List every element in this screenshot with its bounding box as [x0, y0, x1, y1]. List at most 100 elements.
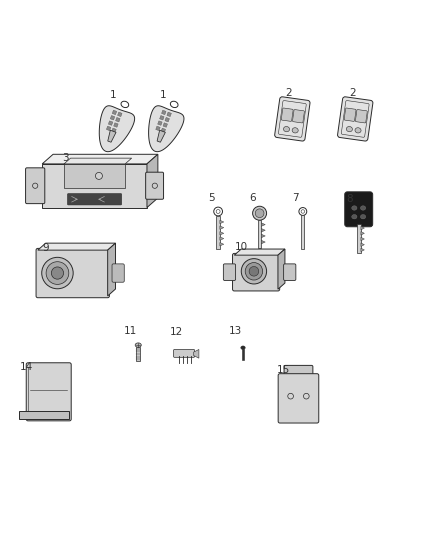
Text: 2: 2	[349, 88, 356, 98]
Polygon shape	[148, 106, 184, 152]
Text: 1: 1	[110, 91, 117, 100]
FancyBboxPatch shape	[284, 366, 313, 379]
FancyBboxPatch shape	[284, 264, 296, 280]
Polygon shape	[258, 220, 261, 248]
Polygon shape	[108, 121, 113, 125]
Ellipse shape	[135, 343, 141, 348]
Polygon shape	[220, 243, 224, 246]
Polygon shape	[112, 110, 117, 115]
Ellipse shape	[245, 263, 263, 280]
Ellipse shape	[51, 267, 64, 279]
Polygon shape	[147, 154, 158, 207]
Polygon shape	[361, 243, 364, 246]
FancyBboxPatch shape	[345, 192, 373, 227]
FancyBboxPatch shape	[233, 253, 280, 291]
Text: 12: 12	[170, 327, 183, 337]
FancyBboxPatch shape	[275, 97, 310, 141]
Polygon shape	[64, 164, 125, 188]
Ellipse shape	[249, 266, 259, 276]
Ellipse shape	[352, 206, 357, 210]
Polygon shape	[261, 234, 265, 238]
Text: 10: 10	[235, 242, 248, 252]
Text: 2: 2	[286, 88, 292, 98]
Polygon shape	[38, 243, 116, 250]
FancyBboxPatch shape	[278, 374, 319, 423]
Polygon shape	[158, 121, 162, 125]
Polygon shape	[137, 348, 140, 361]
Ellipse shape	[360, 215, 366, 219]
Text: 1: 1	[160, 91, 166, 100]
Ellipse shape	[346, 126, 353, 132]
Polygon shape	[42, 154, 158, 164]
Text: 14: 14	[19, 362, 33, 372]
FancyBboxPatch shape	[223, 264, 236, 280]
Ellipse shape	[355, 128, 361, 133]
FancyBboxPatch shape	[25, 168, 45, 204]
FancyBboxPatch shape	[355, 110, 367, 123]
Polygon shape	[167, 112, 171, 117]
FancyBboxPatch shape	[26, 363, 71, 421]
Polygon shape	[162, 110, 166, 115]
Text: 13: 13	[229, 326, 242, 336]
Polygon shape	[163, 123, 167, 127]
Ellipse shape	[283, 126, 290, 132]
Polygon shape	[106, 126, 111, 131]
Polygon shape	[361, 248, 364, 252]
FancyBboxPatch shape	[67, 193, 122, 205]
Text: 9: 9	[42, 243, 49, 253]
Polygon shape	[242, 350, 244, 360]
Polygon shape	[117, 112, 122, 117]
FancyBboxPatch shape	[173, 350, 194, 357]
Polygon shape	[156, 126, 160, 131]
Polygon shape	[278, 249, 285, 289]
Polygon shape	[110, 116, 115, 120]
FancyBboxPatch shape	[281, 108, 293, 122]
Polygon shape	[220, 220, 224, 224]
Polygon shape	[194, 350, 199, 358]
Text: 5: 5	[208, 192, 215, 203]
Ellipse shape	[360, 206, 366, 210]
Polygon shape	[157, 130, 166, 142]
Text: 15: 15	[277, 366, 290, 375]
Polygon shape	[361, 227, 364, 230]
Polygon shape	[301, 215, 304, 249]
Ellipse shape	[241, 259, 267, 284]
Polygon shape	[216, 216, 220, 249]
Ellipse shape	[352, 215, 357, 219]
Polygon shape	[220, 226, 224, 229]
Text: 11: 11	[124, 326, 138, 336]
FancyBboxPatch shape	[146, 172, 163, 199]
FancyBboxPatch shape	[112, 264, 124, 282]
Polygon shape	[108, 130, 116, 142]
Polygon shape	[357, 224, 361, 253]
Polygon shape	[165, 117, 170, 122]
Ellipse shape	[42, 257, 73, 289]
Polygon shape	[114, 123, 118, 127]
Text: 6: 6	[249, 192, 256, 203]
Polygon shape	[361, 231, 364, 235]
Ellipse shape	[255, 209, 264, 217]
Polygon shape	[99, 106, 134, 152]
Polygon shape	[112, 128, 116, 133]
Ellipse shape	[95, 172, 102, 180]
Polygon shape	[261, 229, 265, 232]
FancyBboxPatch shape	[36, 248, 110, 298]
Polygon shape	[261, 240, 265, 244]
Polygon shape	[116, 117, 120, 122]
Text: 3: 3	[62, 153, 69, 163]
Polygon shape	[108, 243, 116, 296]
Polygon shape	[161, 128, 166, 133]
Ellipse shape	[253, 206, 267, 220]
Ellipse shape	[292, 128, 298, 133]
FancyBboxPatch shape	[293, 110, 304, 123]
Polygon shape	[261, 223, 265, 227]
Polygon shape	[42, 164, 147, 207]
FancyBboxPatch shape	[338, 97, 373, 141]
FancyBboxPatch shape	[344, 108, 356, 122]
Polygon shape	[220, 231, 224, 235]
Polygon shape	[234, 249, 285, 255]
Polygon shape	[64, 158, 132, 164]
Text: 8: 8	[346, 194, 353, 204]
Polygon shape	[19, 411, 70, 419]
Ellipse shape	[46, 262, 69, 285]
